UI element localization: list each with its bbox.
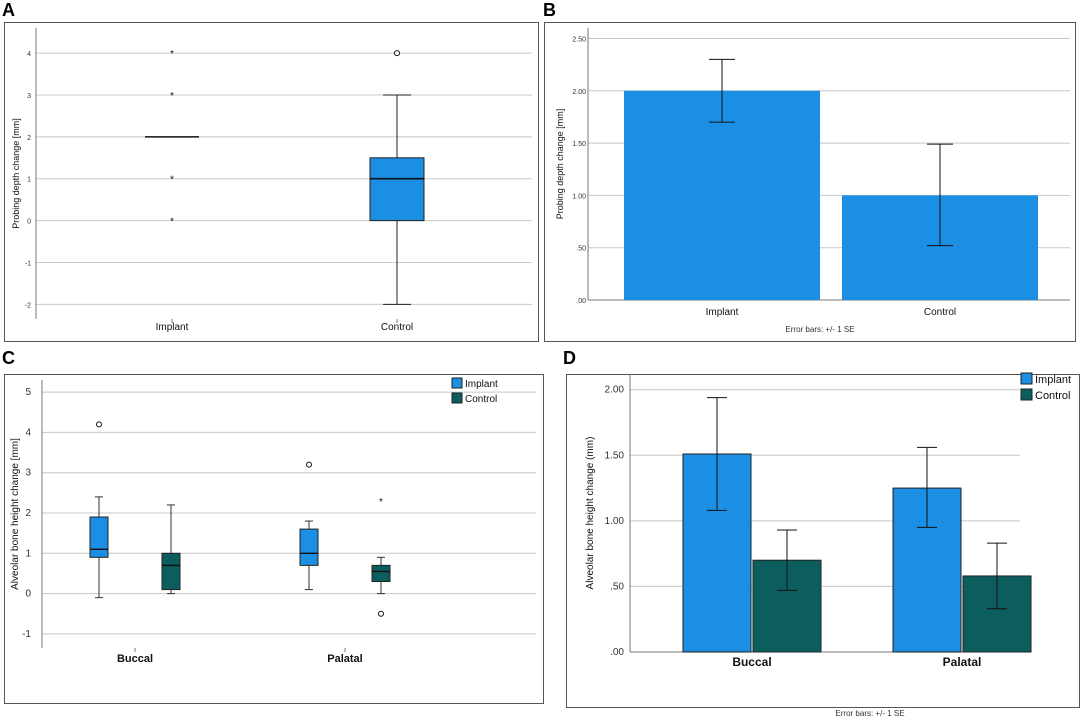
bar-B-Implant bbox=[624, 90, 820, 301]
extreme-A-Implant-3: * bbox=[170, 217, 174, 228]
y-tick-label-A-4: 2 bbox=[27, 135, 31, 142]
panel-label-d: D bbox=[563, 348, 576, 368]
y-tick-label-C-0: -1 bbox=[22, 629, 31, 640]
outlier-A-Control-0 bbox=[394, 50, 400, 57]
chart-frame-a bbox=[4, 22, 539, 342]
box-A-Control bbox=[369, 157, 425, 222]
y-axis-label-C: Alveolar bone height change [mm] bbox=[10, 438, 21, 590]
legend-swatch-D-Implant bbox=[1020, 372, 1033, 385]
x-tick-label-C-1: Palatal bbox=[327, 653, 362, 665]
y-axis-label-A: Probing depth change [mm] bbox=[11, 118, 21, 229]
legend-swatch-C-Implant bbox=[451, 377, 463, 389]
y-tick-label-C-4: 3 bbox=[25, 468, 31, 479]
box-C-Buccal-Control bbox=[161, 552, 181, 591]
panel-label-c: C bbox=[2, 348, 15, 368]
y-tick-label-A-3: 1 bbox=[27, 177, 31, 184]
x-tick-label-D-0: Buccal bbox=[732, 655, 771, 669]
outlier-C-Palatal-Implant-0 bbox=[306, 461, 312, 468]
legend-swatch-D-Control bbox=[1020, 388, 1033, 401]
y-tick-label-A-5: 3 bbox=[27, 93, 31, 100]
y-tick-label-D-1: .50 bbox=[610, 581, 624, 592]
outlier-C-Buccal-Implant-0 bbox=[96, 421, 102, 428]
y-tick-label-B-2: 1.00 bbox=[572, 193, 586, 200]
x-tick-label-D-1: Palatal bbox=[943, 655, 982, 669]
y-axis-label-B: Probing depth change [mm] bbox=[555, 109, 565, 220]
y-tick-label-C-5: 4 bbox=[25, 427, 31, 438]
y-tick-label-B-3: 1.50 bbox=[572, 141, 586, 148]
extreme-A-Implant-1: * bbox=[170, 91, 174, 102]
legend-swatch-C-Control bbox=[451, 392, 463, 404]
y-tick-label-B-0: .00 bbox=[576, 298, 586, 305]
y-tick-label-A-2: 0 bbox=[27, 219, 31, 226]
panel-label-b: B bbox=[543, 0, 556, 20]
error-bar-footnote-D: Error bars: +/- 1 SE bbox=[835, 709, 904, 718]
y-tick-label-B-1: .50 bbox=[576, 246, 586, 253]
outlier-C-Palatal-Control-0 bbox=[378, 610, 384, 617]
y-tick-label-D-0: .00 bbox=[610, 647, 624, 658]
x-tick-label-A-0: Implant bbox=[156, 322, 189, 333]
box-C-Buccal-Implant bbox=[89, 516, 109, 558]
box-C-Palatal-Control bbox=[371, 564, 391, 583]
panel-label-a: A bbox=[2, 0, 15, 20]
y-tick-label-C-3: 2 bbox=[25, 508, 31, 519]
extreme-A-Implant-0: * bbox=[170, 49, 174, 60]
y-tick-label-B-4: 2.00 bbox=[572, 89, 586, 96]
y-tick-label-A-1: -1 bbox=[25, 260, 31, 267]
legend-label-C-Control: Control bbox=[465, 394, 497, 405]
y-tick-label-C-2: 1 bbox=[25, 548, 31, 559]
y-tick-label-B-5: 2.50 bbox=[572, 36, 586, 43]
x-tick-label-C-0: Buccal bbox=[117, 653, 153, 665]
y-tick-label-A-0: -2 bbox=[25, 302, 31, 309]
y-tick-label-D-4: 2.00 bbox=[605, 385, 625, 396]
legend-label-C-Implant: Implant bbox=[465, 379, 498, 390]
legend-label-D-Control: Control bbox=[1035, 390, 1070, 402]
y-tick-label-C-6: 5 bbox=[25, 387, 31, 398]
x-tick-label-A-1: Control bbox=[381, 322, 413, 333]
y-axis-label-D: Alveolar bone height change (mm) bbox=[585, 437, 596, 590]
extreme-C-Palatal-Control-0: * bbox=[379, 497, 383, 508]
y-tick-label-A-6: 4 bbox=[27, 51, 31, 58]
box-C-Palatal-Implant bbox=[299, 528, 319, 566]
y-tick-label-D-3: 1.50 bbox=[605, 450, 625, 461]
y-tick-label-C-1: 0 bbox=[25, 589, 31, 600]
extreme-A-Implant-2: * bbox=[170, 175, 174, 186]
x-tick-label-B-1: Control bbox=[924, 307, 956, 318]
legend-label-D-Implant: Implant bbox=[1035, 374, 1071, 386]
x-tick-label-B-0: Implant bbox=[706, 307, 739, 318]
error-bar-footnote-B: Error bars: +/- 1 SE bbox=[785, 325, 854, 334]
y-tick-label-D-2: 1.00 bbox=[605, 516, 625, 527]
